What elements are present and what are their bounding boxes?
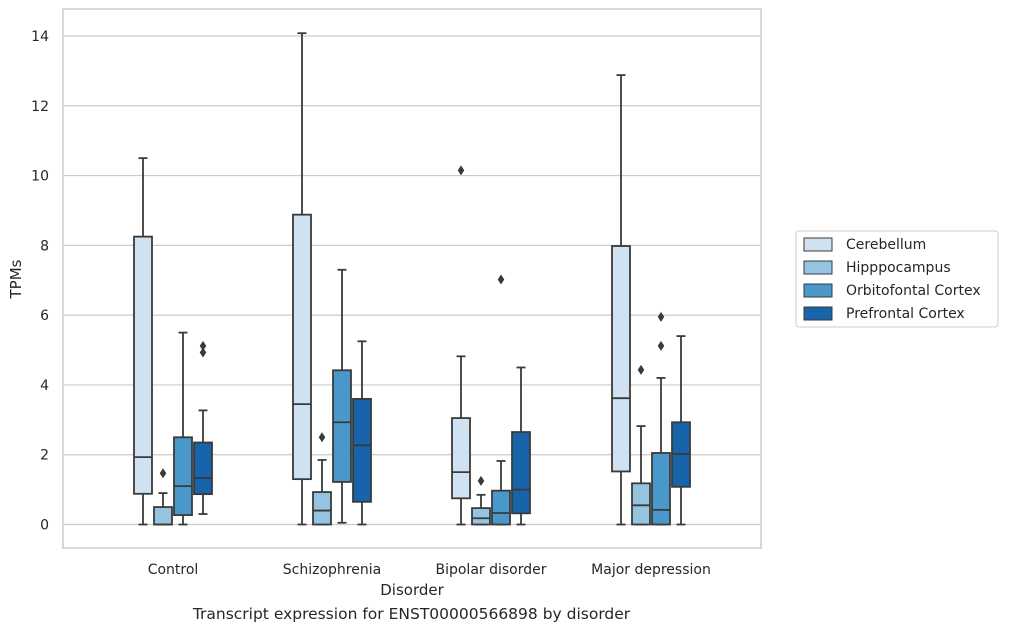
box-iqr — [491, 489, 511, 526]
y-tick-label: 6 — [40, 308, 49, 324]
box-iqr — [153, 506, 173, 526]
legend-label: Cerebellum — [846, 237, 926, 253]
box — [173, 331, 193, 526]
y-tick-label: 12 — [31, 99, 49, 115]
box-iqr — [193, 441, 213, 496]
outlier-point — [457, 165, 465, 176]
box — [153, 468, 173, 526]
x-tick-label: Control — [148, 562, 199, 578]
box — [193, 340, 213, 515]
outlier-point — [657, 340, 665, 351]
x-axis-label: Disorder — [380, 581, 444, 599]
legend-swatch — [803, 237, 833, 252]
box-iqr — [312, 491, 332, 526]
outlier-point — [497, 274, 505, 285]
box — [312, 432, 332, 526]
y-tick-label: 8 — [40, 238, 49, 254]
box — [332, 268, 352, 524]
y-tick-labels: 0 2 4 6 8 10 12 14 — [31, 29, 49, 534]
box — [471, 475, 491, 526]
series-hipppocampus — [153, 364, 651, 526]
legend-label: Hipppocampus — [846, 260, 951, 276]
box — [651, 311, 671, 526]
box — [631, 364, 651, 526]
plot-frame — [62, 8, 762, 549]
outlier-point — [318, 432, 326, 443]
series-cerebellum — [133, 32, 631, 526]
box — [511, 366, 531, 526]
legend-label: Prefrontal Cortex — [846, 306, 965, 322]
box-iqr — [332, 369, 352, 483]
legend-swatch — [803, 283, 833, 298]
box-iqr — [133, 235, 153, 495]
y-tick-label: 0 — [40, 518, 49, 534]
legend-frame — [795, 230, 999, 328]
box-iqr — [611, 245, 631, 473]
box-series — [133, 32, 691, 526]
box-iqr — [173, 436, 193, 516]
outlier-point — [657, 311, 665, 322]
y-tick-label: 10 — [31, 169, 49, 185]
legend-label: Orbitofontal Cortex — [846, 283, 981, 299]
box — [451, 165, 471, 526]
box — [611, 74, 631, 526]
series-orbitofontal-cortex — [173, 268, 671, 526]
outlier-point — [199, 340, 207, 351]
box — [352, 340, 372, 526]
box — [292, 32, 312, 526]
x-tick-labels: Control Schizophrenia Bipolar disorder Majo… — [148, 562, 711, 578]
outlier-point — [637, 364, 645, 375]
box-iqr — [471, 507, 491, 526]
series-prefrontal-cortex — [193, 335, 691, 526]
y-tick-label: 14 — [31, 29, 49, 45]
grid-lines — [63, 35, 761, 526]
legend-swatch — [803, 306, 833, 321]
outlier-point — [159, 468, 167, 479]
figure-caption: Transcript expression for ENST0000056689… — [192, 605, 631, 623]
x-tick-label: Major depression — [591, 562, 711, 578]
x-tick-label: Bipolar disorder — [435, 562, 546, 578]
legend: Cerebellum Hipppocampus Orbitofontal Corte… — [795, 230, 999, 328]
box — [491, 274, 511, 526]
y-axis-label: TPMs — [7, 259, 25, 299]
y-tick-label: 4 — [40, 378, 49, 394]
box-iqr — [651, 452, 671, 526]
box-iqr — [292, 213, 312, 481]
legend-swatch — [803, 260, 833, 275]
box-iqr — [451, 417, 471, 500]
outlier-point — [477, 475, 485, 486]
box-iqr — [511, 431, 531, 515]
box — [133, 157, 153, 526]
box-iqr — [631, 482, 651, 526]
box-iqr — [352, 397, 372, 503]
outlier-point — [199, 347, 207, 358]
x-tick-label: Schizophrenia — [283, 562, 381, 578]
y-tick-label: 2 — [40, 448, 49, 464]
box — [671, 335, 691, 526]
